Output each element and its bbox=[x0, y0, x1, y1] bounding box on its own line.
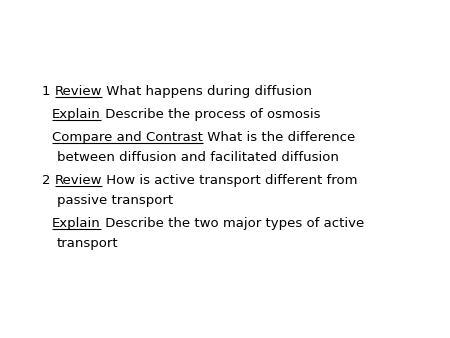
Text: Explain: Explain bbox=[52, 217, 101, 230]
Text: What is the difference: What is the difference bbox=[203, 131, 355, 144]
Text: passive transport: passive transport bbox=[57, 194, 173, 207]
Text: transport: transport bbox=[57, 237, 119, 250]
Text: Review: Review bbox=[55, 174, 102, 187]
Text: Explain: Explain bbox=[52, 108, 101, 121]
Text: Describe the two major types of active: Describe the two major types of active bbox=[101, 217, 364, 230]
Text: 2: 2 bbox=[42, 174, 55, 187]
Text: Compare and Contrast: Compare and Contrast bbox=[52, 131, 203, 144]
Text: Review: Review bbox=[55, 85, 102, 98]
Text: What happens during diffusion: What happens during diffusion bbox=[102, 85, 312, 98]
Text: 1: 1 bbox=[42, 85, 55, 98]
Text: Describe the process of osmosis: Describe the process of osmosis bbox=[101, 108, 320, 121]
Text: How is active transport different from: How is active transport different from bbox=[102, 174, 358, 187]
Text: between diffusion and facilitated diffusion: between diffusion and facilitated diffus… bbox=[57, 151, 339, 164]
